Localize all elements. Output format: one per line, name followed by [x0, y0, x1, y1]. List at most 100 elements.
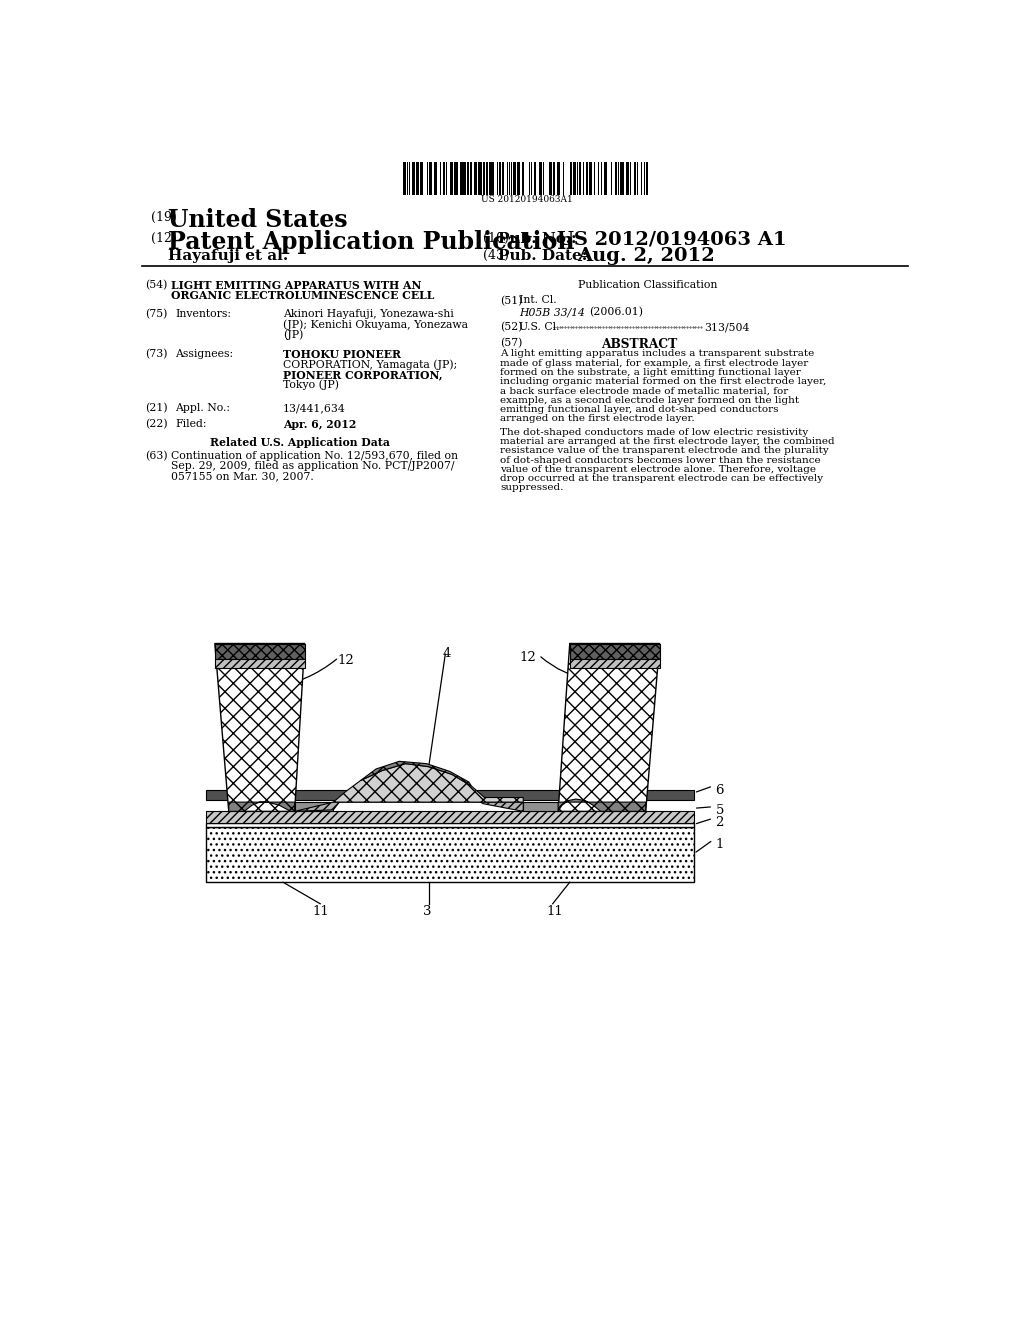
Text: 313/504: 313/504	[703, 322, 750, 333]
Bar	[450, 162, 453, 194]
Text: 12: 12	[337, 653, 354, 667]
Bar	[615, 162, 617, 194]
Text: Related U.S. Application Data: Related U.S. Application Data	[210, 437, 390, 449]
Text: 057155 on Mar. 30, 2007.: 057155 on Mar. 30, 2007.	[171, 471, 314, 480]
Polygon shape	[228, 803, 295, 812]
Bar	[586, 162, 589, 194]
Polygon shape	[360, 762, 471, 785]
Bar	[521, 162, 524, 194]
Text: value of the transparent electrode alone. Therefore, voltage: value of the transparent electrode alone…	[500, 465, 816, 474]
Text: (63): (63)	[145, 451, 168, 461]
Bar	[429, 162, 432, 194]
Text: example, as a second electrode layer formed on the light: example, as a second electrode layer for…	[500, 396, 799, 404]
Text: Assignees:: Assignees:	[175, 350, 233, 359]
Text: 11: 11	[312, 906, 329, 919]
Bar	[574, 162, 575, 194]
Text: US 2012/0194063 A1: US 2012/0194063 A1	[557, 230, 787, 248]
Text: (21): (21)	[145, 404, 168, 413]
Bar	[417, 162, 419, 194]
Bar	[206, 789, 693, 800]
Bar	[621, 162, 622, 194]
Text: arranged on the first electrode layer.: arranged on the first electrode layer.	[500, 414, 694, 422]
Text: Filed:: Filed:	[175, 418, 207, 429]
Text: (43): (43)	[483, 249, 509, 263]
Text: 2: 2	[716, 816, 724, 829]
Bar	[583, 162, 585, 194]
Bar	[206, 822, 693, 826]
Polygon shape	[569, 659, 659, 668]
Bar	[412, 162, 415, 194]
Text: drop occurred at the transparent electrode can be effectively: drop occurred at the transparent electro…	[500, 474, 823, 483]
Text: (57): (57)	[500, 338, 522, 348]
Text: Akinori Hayafuji, Yonezawa-shi: Akinori Hayafuji, Yonezawa-shi	[283, 309, 454, 319]
Text: Appl. No.:: Appl. No.:	[175, 404, 230, 413]
Text: (75): (75)	[145, 309, 168, 319]
Text: Aug. 2, 2012: Aug. 2, 2012	[578, 247, 715, 265]
Bar	[579, 162, 581, 194]
Bar	[589, 162, 592, 194]
Bar	[646, 162, 648, 194]
Bar	[569, 162, 572, 194]
Bar	[634, 162, 636, 194]
Text: material are arranged at the first electrode layer, the combined: material are arranged at the first elect…	[500, 437, 835, 446]
Text: ABSTRACT: ABSTRACT	[601, 338, 677, 351]
Text: (19): (19)	[152, 211, 177, 224]
Text: (JP): (JP)	[283, 330, 303, 341]
Polygon shape	[295, 774, 523, 812]
Text: 1: 1	[716, 837, 724, 850]
Bar	[513, 162, 515, 194]
Bar	[502, 162, 504, 194]
Text: Apr. 6, 2012: Apr. 6, 2012	[283, 418, 356, 430]
Text: emitting functional layer, and dot-shaped conductors: emitting functional layer, and dot-shape…	[500, 405, 778, 413]
Polygon shape	[215, 644, 305, 659]
Text: a back surface electrode made of metallic material, for: a back surface electrode made of metalli…	[500, 387, 788, 395]
Text: made of glass material, for example, a first electrode layer: made of glass material, for example, a f…	[500, 359, 808, 367]
Bar	[500, 162, 501, 194]
Polygon shape	[558, 799, 646, 812]
Bar	[467, 162, 469, 194]
Bar	[535, 162, 536, 194]
Text: A light emitting apparatus includes a transparent substrate: A light emitting apparatus includes a tr…	[500, 350, 814, 358]
Bar	[206, 826, 693, 882]
Bar	[420, 162, 423, 194]
Bar	[478, 162, 480, 194]
Bar	[539, 162, 542, 194]
Bar	[470, 162, 472, 194]
Text: 12: 12	[519, 651, 537, 664]
Bar	[486, 162, 488, 194]
Bar	[598, 162, 599, 194]
Text: (JP); Kenichi Okuyama, Yonezawa: (JP); Kenichi Okuyama, Yonezawa	[283, 319, 468, 330]
Text: ORGANIC ELECTROLUMINESCENCE CELL: ORGANIC ELECTROLUMINESCENCE CELL	[171, 290, 435, 301]
Text: 6: 6	[716, 784, 724, 797]
Text: US 20120194063A1: US 20120194063A1	[481, 195, 573, 205]
Bar	[523, 803, 558, 812]
Bar	[409, 162, 410, 194]
Text: 13/441,634: 13/441,634	[283, 404, 346, 413]
Bar	[611, 162, 612, 194]
Text: H05B 33/14: H05B 33/14	[519, 308, 586, 317]
Text: of dot-shaped conductors becomes lower than the resistance: of dot-shaped conductors becomes lower t…	[500, 455, 820, 465]
Text: Tokyo (JP): Tokyo (JP)	[283, 379, 339, 389]
Polygon shape	[558, 644, 659, 812]
Text: suppressed.: suppressed.	[500, 483, 563, 492]
Bar	[627, 162, 629, 194]
Bar	[550, 162, 552, 194]
Bar	[474, 162, 477, 194]
Bar	[483, 162, 484, 194]
Bar	[517, 162, 520, 194]
Text: (22): (22)	[145, 418, 168, 429]
Text: 4: 4	[442, 647, 451, 660]
Text: United States: United States	[168, 209, 348, 232]
Text: formed on the substrate, a light emitting functional layer: formed on the substrate, a light emittin…	[500, 368, 801, 376]
Text: (10): (10)	[483, 232, 509, 246]
Text: Patent Application Publication: Patent Application Publication	[168, 230, 574, 253]
Text: (54): (54)	[145, 280, 168, 290]
Text: Publication Classification: Publication Classification	[578, 280, 717, 290]
Text: CORPORATION, Yamagata (JP);: CORPORATION, Yamagata (JP);	[283, 359, 458, 370]
Text: Continuation of application No. 12/593,670, filed on: Continuation of application No. 12/593,6…	[171, 451, 459, 461]
Bar	[489, 162, 490, 194]
Bar	[295, 803, 334, 812]
Text: U.S. Cl.: U.S. Cl.	[519, 322, 560, 333]
Bar	[403, 162, 407, 194]
Bar	[528, 162, 530, 194]
